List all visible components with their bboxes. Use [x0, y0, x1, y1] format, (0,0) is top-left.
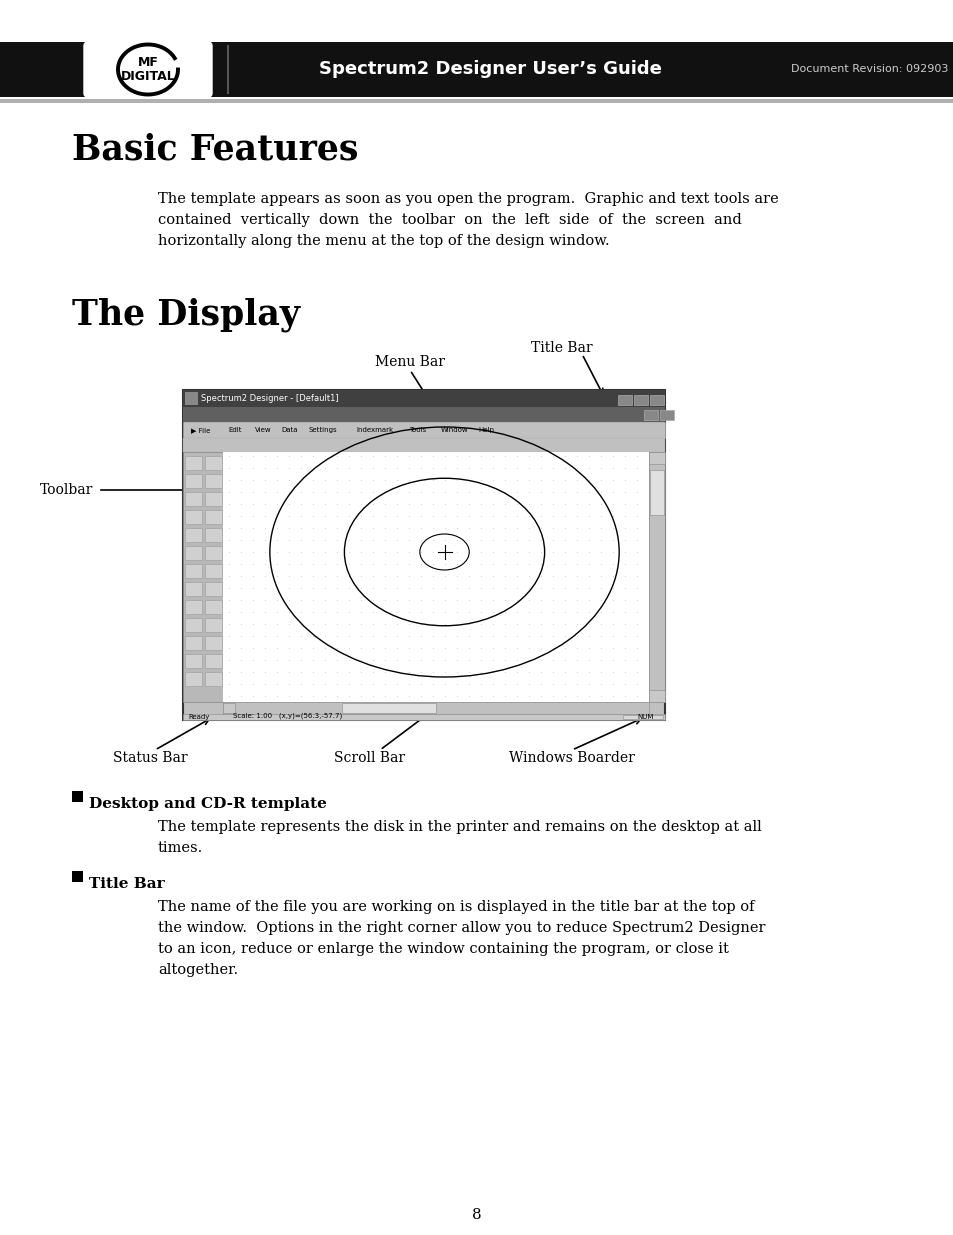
Bar [185, 492, 202, 506]
Bar [205, 529, 222, 542]
Text: Ready: Ready [188, 714, 209, 720]
Bar [205, 564, 222, 578]
Bar [622, 715, 662, 719]
Text: Window: Window [440, 427, 468, 433]
Bar [648, 690, 664, 701]
Bar [205, 510, 222, 524]
Text: NUM: NUM [637, 714, 653, 720]
Bar [185, 582, 202, 597]
Text: The template appears as soon as you open the program.  Graphic and text tools ar: The template appears as soon as you open… [158, 191, 778, 248]
Bar [223, 703, 234, 713]
Bar [659, 410, 673, 420]
Text: Windows Boarder: Windows Boarder [509, 751, 635, 764]
Bar [185, 636, 202, 650]
Text: Toolbar: Toolbar [40, 483, 93, 496]
Bar [205, 672, 222, 685]
Text: Indexmark: Indexmark [355, 427, 393, 433]
Text: The Display: The Display [71, 296, 299, 331]
Bar [71, 871, 83, 882]
Bar [648, 452, 664, 464]
Bar [0, 42, 953, 98]
Bar [183, 408, 664, 422]
Bar [185, 546, 202, 559]
Bar [183, 714, 664, 720]
Text: The name of the file you are working on is displayed in the title bar at the top: The name of the file you are working on … [158, 900, 764, 977]
Text: Basic Features: Basic Features [71, 132, 358, 165]
Text: Status Bar: Status Bar [112, 751, 187, 764]
Bar [643, 410, 658, 420]
Bar [185, 564, 202, 578]
Bar [185, 655, 202, 668]
Text: MF
DIGITAL: MF DIGITAL [120, 56, 175, 84]
Bar [342, 703, 436, 713]
Text: Title Bar: Title Bar [89, 877, 165, 890]
Bar [185, 672, 202, 685]
Text: Desktop and CD-R template: Desktop and CD-R template [89, 797, 327, 811]
Bar [185, 391, 198, 405]
Bar [185, 618, 202, 632]
Bar [183, 452, 223, 701]
Text: Spectrum2 Designer User’s Guide: Spectrum2 Designer User’s Guide [318, 61, 660, 79]
Text: Data: Data [281, 427, 298, 433]
Text: Scale: 1.00   (x,y)=(56.3,-57.7): Scale: 1.00 (x,y)=(56.3,-57.7) [233, 713, 342, 719]
Text: View: View [254, 427, 272, 433]
Bar [183, 390, 664, 720]
Text: Help: Help [477, 427, 494, 433]
Bar [634, 395, 647, 405]
Bar [205, 474, 222, 488]
Bar [649, 469, 663, 515]
Bar [183, 438, 664, 452]
Bar [205, 582, 222, 597]
Text: Settings: Settings [308, 427, 336, 433]
Bar [205, 456, 222, 471]
Bar [205, 492, 222, 506]
Text: Title Bar: Title Bar [531, 341, 592, 354]
Text: The template represents the disk in the printer and remains on the desktop at al: The template represents the disk in the … [158, 820, 760, 855]
Text: Edit: Edit [228, 427, 241, 433]
Bar [183, 390, 664, 408]
Text: Document Revision: 092903: Document Revision: 092903 [790, 64, 947, 74]
Bar [649, 395, 663, 405]
Text: 8: 8 [472, 1208, 481, 1221]
Bar [71, 790, 83, 802]
Bar [185, 510, 202, 524]
Bar [223, 452, 648, 701]
Bar [205, 546, 222, 559]
Text: Scroll Bar: Scroll Bar [335, 751, 405, 764]
Bar [0, 99, 953, 103]
Bar [185, 529, 202, 542]
FancyBboxPatch shape [84, 42, 212, 98]
Bar [618, 395, 631, 405]
Text: Spectrum2 Designer - [Default1]: Spectrum2 Designer - [Default1] [201, 394, 338, 403]
Bar [185, 456, 202, 471]
Bar [648, 452, 664, 701]
Bar [205, 618, 222, 632]
Bar [205, 655, 222, 668]
Bar [183, 422, 664, 438]
Bar [205, 636, 222, 650]
Text: Tools: Tools [409, 427, 426, 433]
Bar [205, 600, 222, 614]
Bar [185, 600, 202, 614]
Text: Menu Bar: Menu Bar [375, 354, 444, 369]
Bar [185, 474, 202, 488]
Text: ▶ File: ▶ File [191, 427, 211, 433]
Bar [223, 701, 648, 714]
